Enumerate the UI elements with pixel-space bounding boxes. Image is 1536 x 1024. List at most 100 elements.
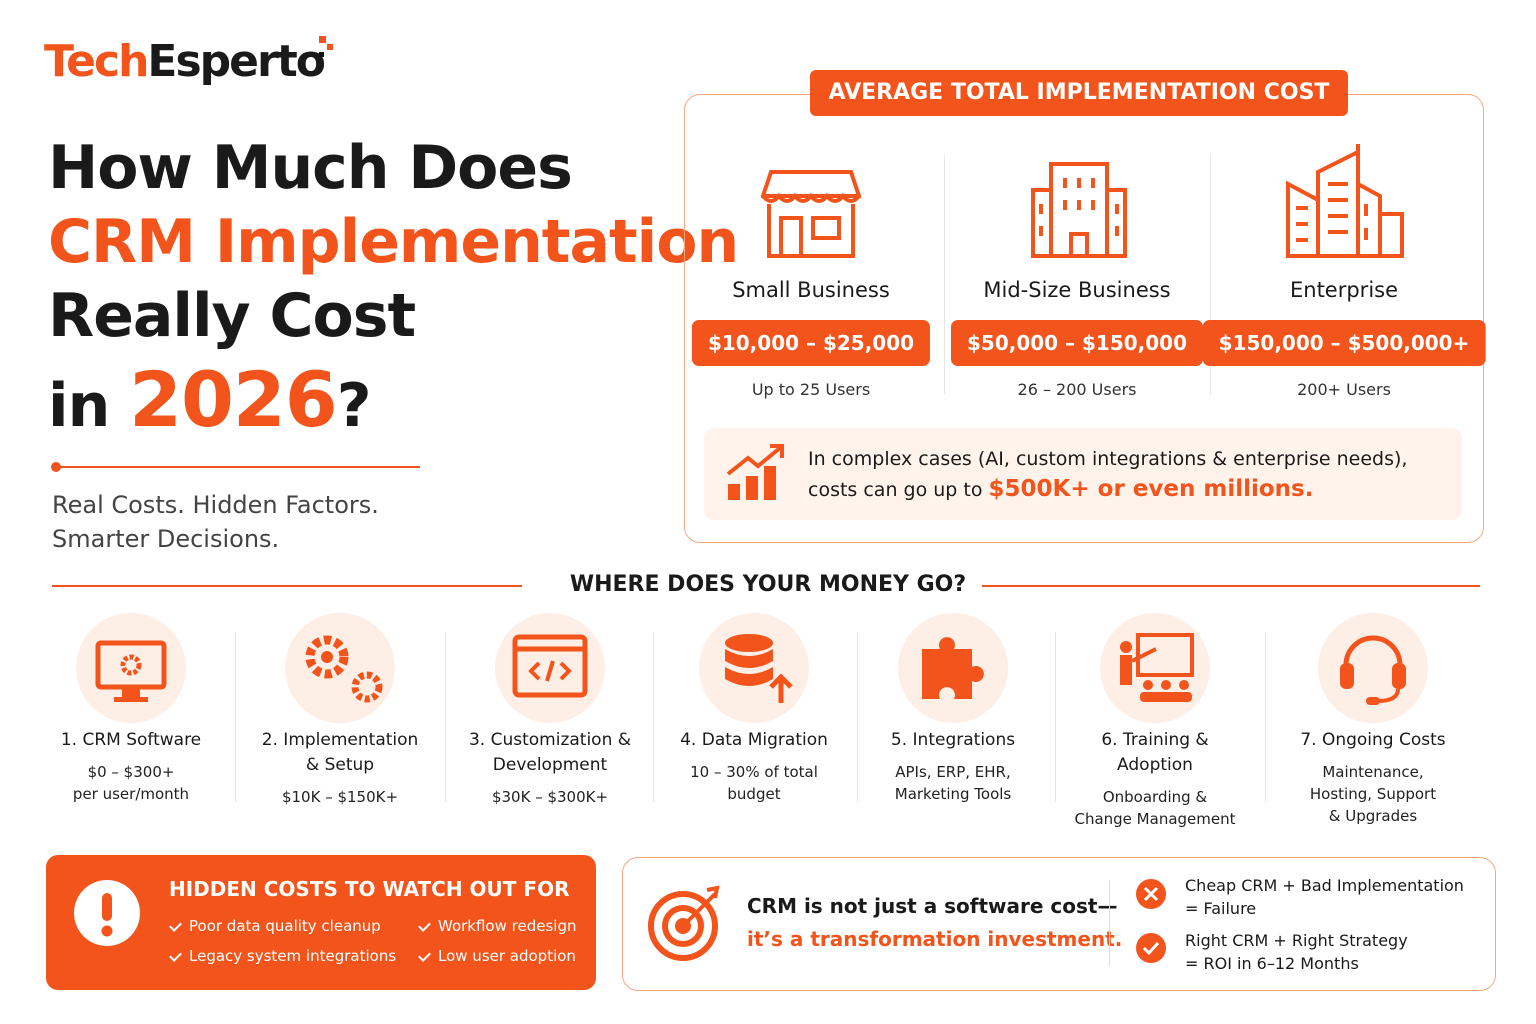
item-title: 2. Implementation & Setup	[240, 728, 440, 778]
item-detail-line: Onboarding &	[1102, 788, 1208, 806]
tier-name: Small Business	[732, 278, 890, 302]
outcome-line: Cheap CRM + Bad Implementation	[1185, 876, 1464, 895]
hidden-cost-item: Legacy system integrations	[169, 947, 396, 965]
icon-circle	[1100, 613, 1210, 723]
icon-circle	[1318, 613, 1428, 723]
item-divider	[857, 632, 858, 802]
item-title-line: 5. Integrations	[890, 730, 1016, 750]
money-item: 5. Integrations APIs, ERP, EHR, Marketing …	[853, 728, 1053, 805]
outcome: Right CRM + Right Strategy = ROI in 6–12 …	[1185, 929, 1408, 975]
check-icon	[1136, 933, 1166, 963]
building-icon	[1031, 162, 1127, 258]
target-icon	[648, 885, 720, 961]
item-detail-line: Change Management	[1074, 810, 1236, 828]
icon-circle	[898, 613, 1008, 723]
note-text-part: costs can go up to	[808, 479, 983, 501]
item-detail-line: Marketing Tools	[894, 785, 1012, 803]
item-title: 4. Data Migration	[654, 728, 854, 753]
subtitle: Real Costs. Hidden Factors. Smarter Decis…	[52, 488, 379, 556]
hidden-costs-title: HIDDEN COSTS TO WATCH OUT FOR	[169, 877, 570, 901]
icon-circle	[699, 613, 809, 723]
money-item: 3. Customization & Development $30K – $300…	[450, 728, 650, 808]
note-text: In complex cases (AI, custom integration…	[808, 448, 1408, 470]
item-title-line: 4. Data Migration	[680, 730, 828, 750]
item-title-line: 7. Ongoing Costs	[1300, 730, 1446, 750]
tier-price: $150,000 – $500,000+	[1202, 320, 1486, 366]
item-title-line: 2. Implementation	[261, 730, 419, 750]
item-detail: Maintenance, Hosting, Support & Upgrades	[1273, 761, 1473, 827]
logo-mark	[319, 36, 333, 57]
outcome-line: = Failure	[1185, 899, 1257, 918]
title-year: 2026	[129, 355, 338, 444]
tier-users: Up to 25 Users	[751, 380, 871, 399]
hidden-cost-item: Low user adoption	[418, 947, 576, 965]
note-text: costs can go up to $500K+ or even millio…	[808, 476, 1313, 502]
subtitle-line: Real Costs. Hidden Factors.	[52, 491, 379, 519]
logo-part: Esperto	[147, 36, 326, 87]
title-line: How Much Does	[48, 133, 573, 203]
item-detail: Onboarding & Change Management	[1055, 786, 1255, 830]
section-title: WHERE DOES YOUR MONEY GO?	[569, 572, 967, 597]
item-detail: 10 – 30% of total budget	[654, 761, 854, 805]
item-detail-line: per user/month	[72, 785, 190, 803]
item-detail-line: APIs, ERP, EHR,	[895, 763, 1011, 781]
tier-users: 26 – 200 Users	[1017, 380, 1137, 399]
item-detail: APIs, ERP, EHR, Marketing Tools	[853, 761, 1053, 805]
item-divider	[1265, 632, 1266, 802]
tier-name: Mid-Size Business	[983, 278, 1171, 302]
divider	[56, 466, 420, 468]
item-icon	[95, 640, 167, 702]
item-detail-line: $0 – $300+	[87, 763, 175, 781]
item-title: 6. Training & Adoption	[1055, 728, 1255, 778]
insight-text: CRM is not just a software cost—	[747, 894, 1118, 918]
item-divider	[445, 632, 446, 802]
hidden-cost-item: Workflow redesign	[418, 917, 576, 935]
item-icon	[922, 637, 984, 699]
alert-icon	[74, 880, 140, 946]
cross-icon	[1136, 879, 1166, 909]
item-title: 7. Ongoing Costs	[1273, 728, 1473, 753]
item-title-line: 1. CRM Software	[60, 730, 202, 750]
tier-name: Enterprise	[1289, 278, 1399, 302]
item-divider	[653, 632, 654, 802]
logo-part: Tech	[44, 36, 149, 87]
item-detail-line: $10K – $150K+	[281, 788, 399, 806]
divider-dot	[51, 462, 61, 472]
item-icon	[305, 635, 383, 703]
item-icon	[512, 634, 588, 698]
money-item: 7. Ongoing Costs Maintenance, Hosting, Sup…	[1273, 728, 1473, 827]
outcome: Cheap CRM + Bad Implementation = Failure	[1185, 874, 1464, 920]
logo: TechEsperto	[44, 36, 326, 87]
enterprise-icon	[1286, 144, 1404, 258]
item-detail-line: $30K – $300K+	[491, 788, 609, 806]
hidden-cost-item: Poor data quality cleanup	[169, 917, 381, 935]
title-line: Really Cost	[48, 281, 416, 351]
section-rule	[982, 585, 1480, 587]
item-divider	[235, 632, 236, 802]
hidden-costs-box: HIDDEN COSTS TO WATCH OUT FOR Poor data …	[46, 855, 596, 990]
item-title-line: Adoption	[1117, 755, 1193, 775]
icon-circle	[285, 613, 395, 723]
item-title-line: 6. Training &	[1101, 730, 1209, 750]
title-line: CRM Implementation	[48, 207, 739, 277]
growth-icon	[726, 444, 784, 500]
item-icon	[1120, 633, 1194, 702]
item-detail-line: Hosting, Support	[1309, 785, 1437, 803]
money-item: 4. Data Migration 10 – 30% of total budget	[654, 728, 854, 805]
item-detail-line: Maintenance,	[1322, 763, 1424, 781]
cost-title: AVERAGE TOTAL IMPLEMENTATION COST	[810, 70, 1348, 116]
tier-price: $10,000 – $25,000	[691, 320, 931, 366]
outcome-line: Right CRM + Right Strategy	[1185, 931, 1408, 950]
item-title: 3. Customization & Development	[450, 728, 650, 778]
tier-price: $50,000 – $150,000	[950, 320, 1204, 366]
icon-circle	[495, 613, 605, 723]
title-line: in 2026?	[48, 362, 372, 438]
tier-users: 200+ Users	[1297, 380, 1391, 399]
insight-divider	[1109, 880, 1110, 966]
section-rule	[52, 585, 522, 587]
store-icon	[761, 170, 861, 258]
item-title-line: Development	[492, 755, 608, 775]
item-detail-line: & Upgrades	[1328, 807, 1418, 825]
outcome-line: = ROI in 6–12 Months	[1185, 954, 1359, 973]
